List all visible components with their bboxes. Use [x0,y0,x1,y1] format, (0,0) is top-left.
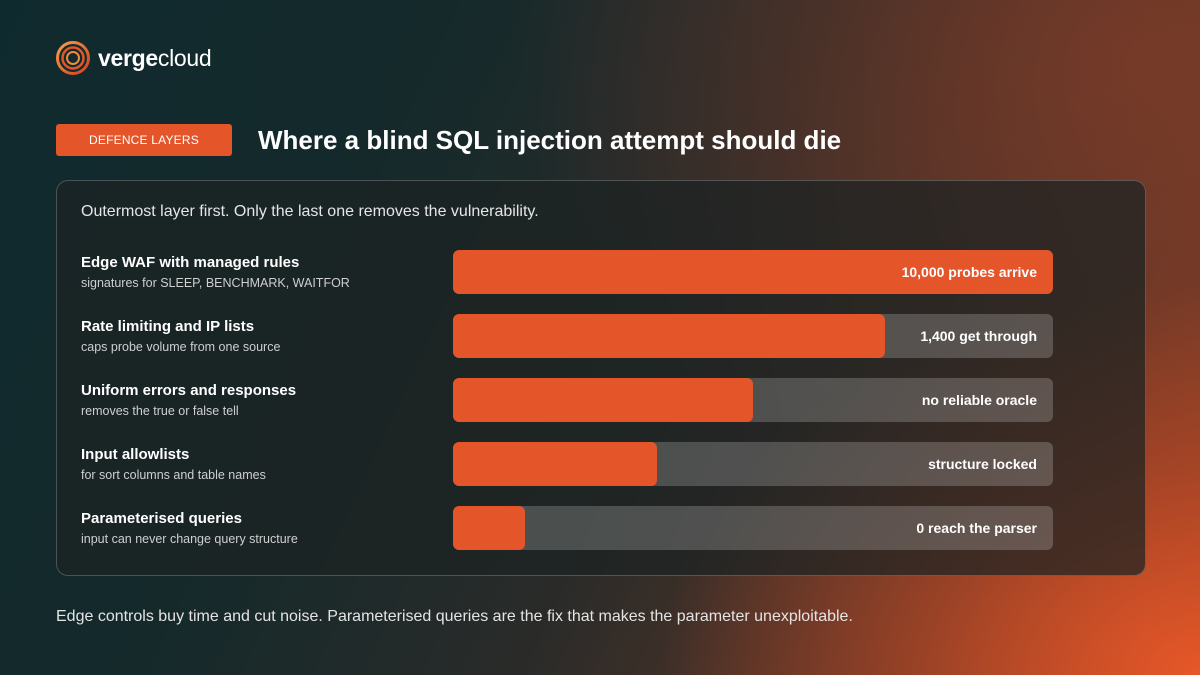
layer-bar-track: no reliable oracle [453,378,1053,422]
layer-label: Parameterised queries input can never ch… [81,510,298,547]
layer-subtitle: input can never change query structure [81,532,298,546]
layer-bar-value: no reliable oracle [921,392,1037,408]
layer-bar-fill [453,314,885,358]
layer-bar-track: structure locked [453,442,1053,486]
layer-title: Parameterised queries [81,510,242,527]
layer-row-uniform-errors: Uniform errors and responses removes the… [57,378,1145,424]
spiral-ring-logo-icon [56,41,90,75]
layer-bar-value: 0 reach the parser [916,520,1037,536]
brand-logo: vergecloud [56,41,212,75]
layer-bar-value: 10,000 probes arrive [901,264,1037,280]
layer-label: Edge WAF with managed rules signatures f… [81,254,350,291]
panel-intro: Outermost layer first. Only the last one… [81,203,539,220]
layer-bar-fill [453,250,1053,294]
layer-subtitle: removes the true or false tell [81,404,239,418]
section-tag: DEFENCE LAYERS [56,124,232,156]
layer-bar-fill [453,442,657,486]
brand-wordmark: vergecloud [98,44,212,71]
layer-bar-value: 1,400 get through [920,328,1037,344]
layer-subtitle: signatures for SLEEP, BENCHMARK, WAITFOR [81,276,350,290]
layer-label: Uniform errors and responses removes the… [81,382,296,419]
layer-row-input-allowlists: Input allowlists for sort columns and ta… [57,442,1145,488]
layer-bar-track: 1,400 get through [453,314,1053,358]
defence-layers-panel: Outermost layer first. Only the last one… [56,180,1146,576]
layer-title: Edge WAF with managed rules [81,254,300,271]
layer-bar-value: structure locked [928,456,1037,472]
layer-label: Rate limiting and IP lists caps probe vo… [81,318,280,355]
layer-subtitle: for sort columns and table names [81,468,266,482]
layer-title: Uniform errors and responses [81,382,297,399]
layer-bar-track: 10,000 probes arrive [453,250,1053,294]
footer-note: Edge controls buy time and cut noise. Pa… [56,608,853,625]
layer-title: Rate limiting and IP lists [81,318,255,335]
layer-bar-fill [453,378,753,422]
page-title: Where a blind SQL injection attempt shou… [258,125,842,155]
layer-bar-track: 0 reach the parser [453,506,1053,550]
layer-title: Input allowlists [81,446,190,463]
layer-row-parameterised-queries: Parameterised queries input can never ch… [57,506,1145,552]
layer-row-rate-limiting: Rate limiting and IP lists caps probe vo… [57,314,1145,360]
layer-row-edge-waf: Edge WAF with managed rules signatures f… [57,250,1145,296]
layer-subtitle: caps probe volume from one source [81,340,281,354]
layer-label: Input allowlists for sort columns and ta… [81,446,266,483]
layer-bar-fill [453,506,525,550]
